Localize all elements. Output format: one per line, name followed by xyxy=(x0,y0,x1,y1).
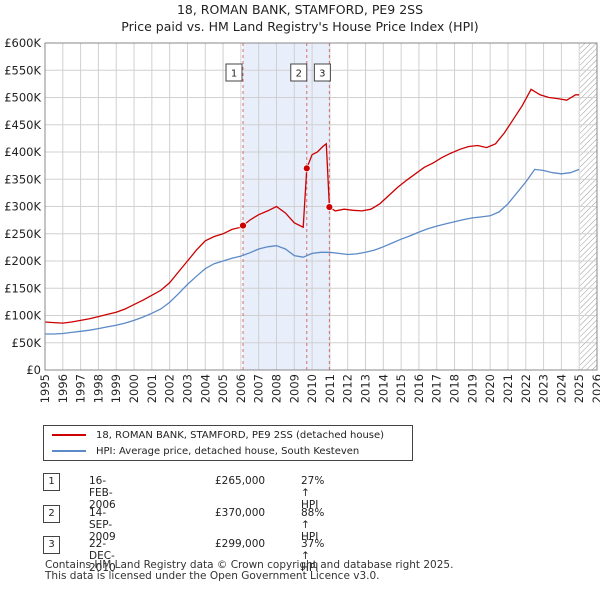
legend-label-property: 18, ROMAN BANK, STAMFORD, PE9 2SS (detac… xyxy=(96,429,385,441)
sale-label: 2 xyxy=(296,69,302,80)
transaction-price: £265,000 xyxy=(215,475,266,487)
y-tick-label: £150K xyxy=(4,281,41,295)
y-tick-label: £0 xyxy=(26,363,41,377)
x-tick-label: 2023 xyxy=(537,374,551,403)
legend-swatch-property xyxy=(52,434,86,436)
legend-item-property: 18, ROMAN BANK, STAMFORD, PE9 2SS (detac… xyxy=(44,427,384,443)
y-tick-label: £300K xyxy=(4,200,41,214)
transaction-date: 14-SEP-2009 xyxy=(89,507,116,543)
x-tick-label: 1997 xyxy=(74,374,88,403)
property-price-line xyxy=(44,88,580,324)
y-tick-label: £600K xyxy=(4,36,41,50)
footer: Contains HM Land Registry data © Crown c… xyxy=(45,560,453,582)
sale-label: 1 xyxy=(231,69,237,80)
y-tick-label: £350K xyxy=(4,172,41,186)
x-tick-label: 2009 xyxy=(287,374,301,403)
sale-label-box xyxy=(225,63,243,82)
legend-item-hpi: HPI: Average price, detached house, Sout… xyxy=(44,443,359,459)
x-tick-label: 1998 xyxy=(91,374,105,403)
x-tick-label: 2024 xyxy=(554,374,568,403)
sale-point xyxy=(239,221,247,230)
x-tick-label: 2014 xyxy=(376,374,390,403)
x-tick-label: 2008 xyxy=(269,374,283,403)
x-tick-label: 2000 xyxy=(127,374,141,403)
y-tick-label: £200K xyxy=(4,254,41,268)
x-tick-label: 2026 xyxy=(590,374,600,403)
sale-label-box xyxy=(290,63,308,82)
sale-point xyxy=(302,164,311,173)
x-tick-label: 2006 xyxy=(234,374,248,403)
plot-frame xyxy=(44,42,598,371)
transaction-hpi-change: 27% ↑ HPI xyxy=(301,475,325,511)
x-tick-label: 2001 xyxy=(145,374,159,403)
x-tick-label: 2007 xyxy=(252,374,266,403)
sale-label-box xyxy=(313,63,331,82)
y-tick-label: £400K xyxy=(4,145,41,159)
transaction-date: 16-FEB-2006 xyxy=(89,475,116,511)
x-tick-label: 2002 xyxy=(163,374,177,403)
x-tick-label: 2021 xyxy=(501,374,515,403)
chart-title: 18, ROMAN BANK, STAMFORD, PE9 2SS xyxy=(176,2,424,17)
x-tick-label: 2018 xyxy=(448,374,462,403)
legend: 18, ROMAN BANK, STAMFORD, PE9 2SS (detac… xyxy=(43,425,413,461)
x-tick-label: 2019 xyxy=(465,374,479,403)
transaction-date: 22-DEC-2010 xyxy=(89,538,116,574)
transaction-price: £370,000 xyxy=(215,507,266,519)
transaction-hpi-change: 88% ↑ HPI xyxy=(301,507,325,543)
sale-point xyxy=(325,203,334,211)
x-tick-label: 2003 xyxy=(180,374,194,403)
x-tick-label: 2004 xyxy=(198,374,212,403)
transaction-number: 1 xyxy=(43,473,60,491)
transaction-number: 3 xyxy=(43,536,60,554)
x-tick-label: 2012 xyxy=(341,374,355,403)
y-tick-label: £450K xyxy=(4,118,41,132)
x-tick-label: 1995 xyxy=(38,374,52,403)
transaction-number: 2 xyxy=(43,505,60,523)
x-tick-label: 2013 xyxy=(359,374,373,403)
price-chart: 1 2 3 £0 £50K £100K £150K £200K £250K £300K £350K £… xyxy=(4,36,600,403)
y-tick-label: £250K xyxy=(4,227,41,241)
legend-label-hpi: HPI: Average price, detached house, Sout… xyxy=(96,445,360,457)
x-tick-label: 1996 xyxy=(56,374,70,403)
x-tick-label: 2015 xyxy=(394,374,408,403)
footer-copyright: Contains HM Land Registry data © Crown c… xyxy=(45,559,454,571)
x-tick-label: 2011 xyxy=(323,374,337,403)
y-tick-label: £500K xyxy=(4,91,41,105)
x-tick-label: 2017 xyxy=(430,374,444,403)
transaction-hpi-change: 37% ↑ HPI xyxy=(301,538,325,574)
x-tick-label: 2020 xyxy=(483,374,497,403)
y-tick-label: £100K xyxy=(4,309,41,323)
x-tick-label: 2010 xyxy=(305,374,319,403)
legend-swatch-hpi xyxy=(52,450,86,452)
chart-subtitle: Price paid vs. HM Land Registry's House … xyxy=(121,19,479,34)
y-tick-label: £550K xyxy=(4,63,41,77)
x-tick-label: 2005 xyxy=(216,374,230,403)
x-tick-label: 2016 xyxy=(412,374,426,403)
x-tick-label: 2025 xyxy=(572,374,586,403)
sale-label: 3 xyxy=(319,69,325,80)
transaction-price: £299,000 xyxy=(215,538,266,550)
hpi-line xyxy=(45,168,580,335)
x-tick-label: 1999 xyxy=(109,374,123,403)
x-tick-label: 2022 xyxy=(519,374,533,403)
y-tick-label: £50K xyxy=(12,336,42,350)
footer-licence: This data is licensed under the Open Gov… xyxy=(45,570,380,582)
